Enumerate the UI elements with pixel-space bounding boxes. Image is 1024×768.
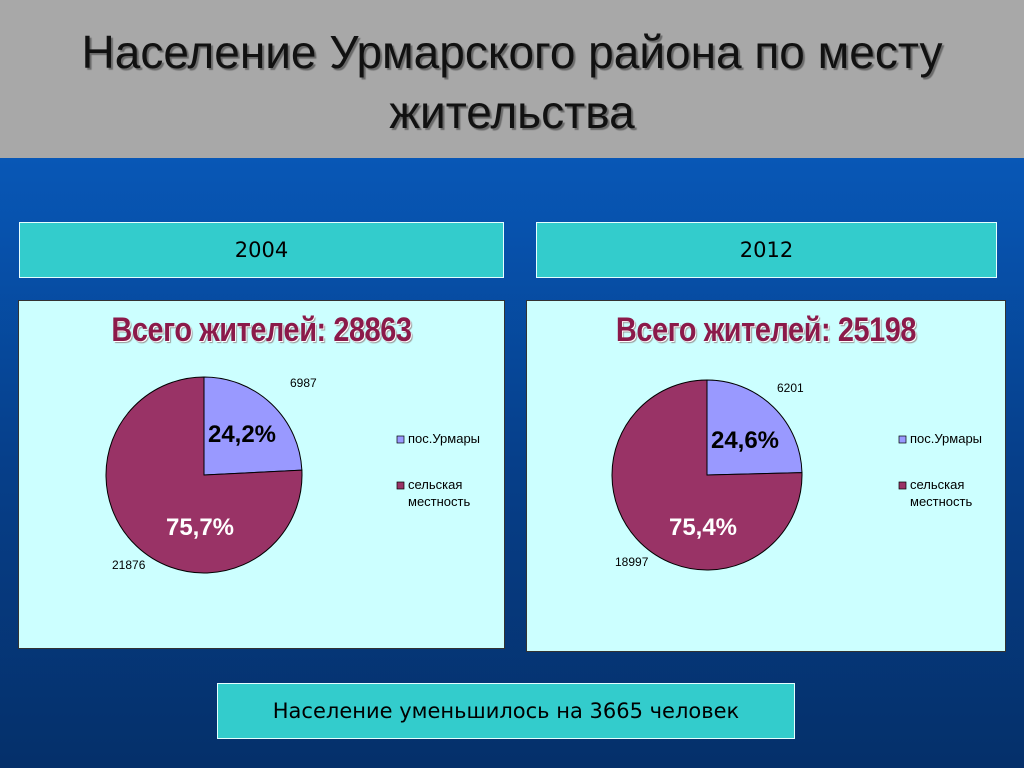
year-label-2004: 2004 [19,222,504,278]
pie-chart-2004: 6987 24,2% 21876 75,7% пос.Урмары сельская мес… [105,376,480,574]
value-label: 18997 [615,555,649,569]
pie-slice-urmary [203,376,303,476]
pie-slice-rural [105,376,303,574]
chart-panel-2012: Всего жителей: 25198 6201 24,6% 18997 75,4%… [526,300,1006,652]
summary-box: Население уменьшилось на 3665 человек [217,683,795,739]
legend-swatch [898,481,907,490]
legend-label: пос.Урмары [408,431,480,446]
legend-swatch [898,435,907,444]
slide-title: Население Урмарского района по месту жит… [81,26,943,138]
value-label: 6987 [290,376,317,390]
legend-label: пос.Урмары [910,431,982,446]
percent-label: 24,2% [208,421,276,448]
pie-chart-2012: 6201 24,6% 18997 75,4% пос.Урмары сельская мес… [611,379,982,571]
percent-label: 75,7% [166,514,234,541]
value-label: 6201 [777,381,804,395]
year-label-2012: 2012 [536,222,997,278]
pie-slice-urmary [706,379,803,476]
percent-label: 24,6% [711,427,779,454]
value-label: 21876 [112,558,146,572]
chart-title: Всего жителей: 28863 [111,311,412,349]
legend-label: сельская местность [408,477,470,509]
legend-swatch [396,481,405,490]
title-bar [0,0,1024,158]
legend-swatch [396,435,405,444]
chart-title: Всего жителей: 25198 [615,311,917,349]
pie-slice-rural [611,379,803,571]
percent-label: 75,4% [669,514,737,541]
legend-label: сельская местность [910,477,972,509]
chart-panel-2004: Всего жителей: 28863 6987 24,2% 21876 75,7%… [18,300,505,649]
